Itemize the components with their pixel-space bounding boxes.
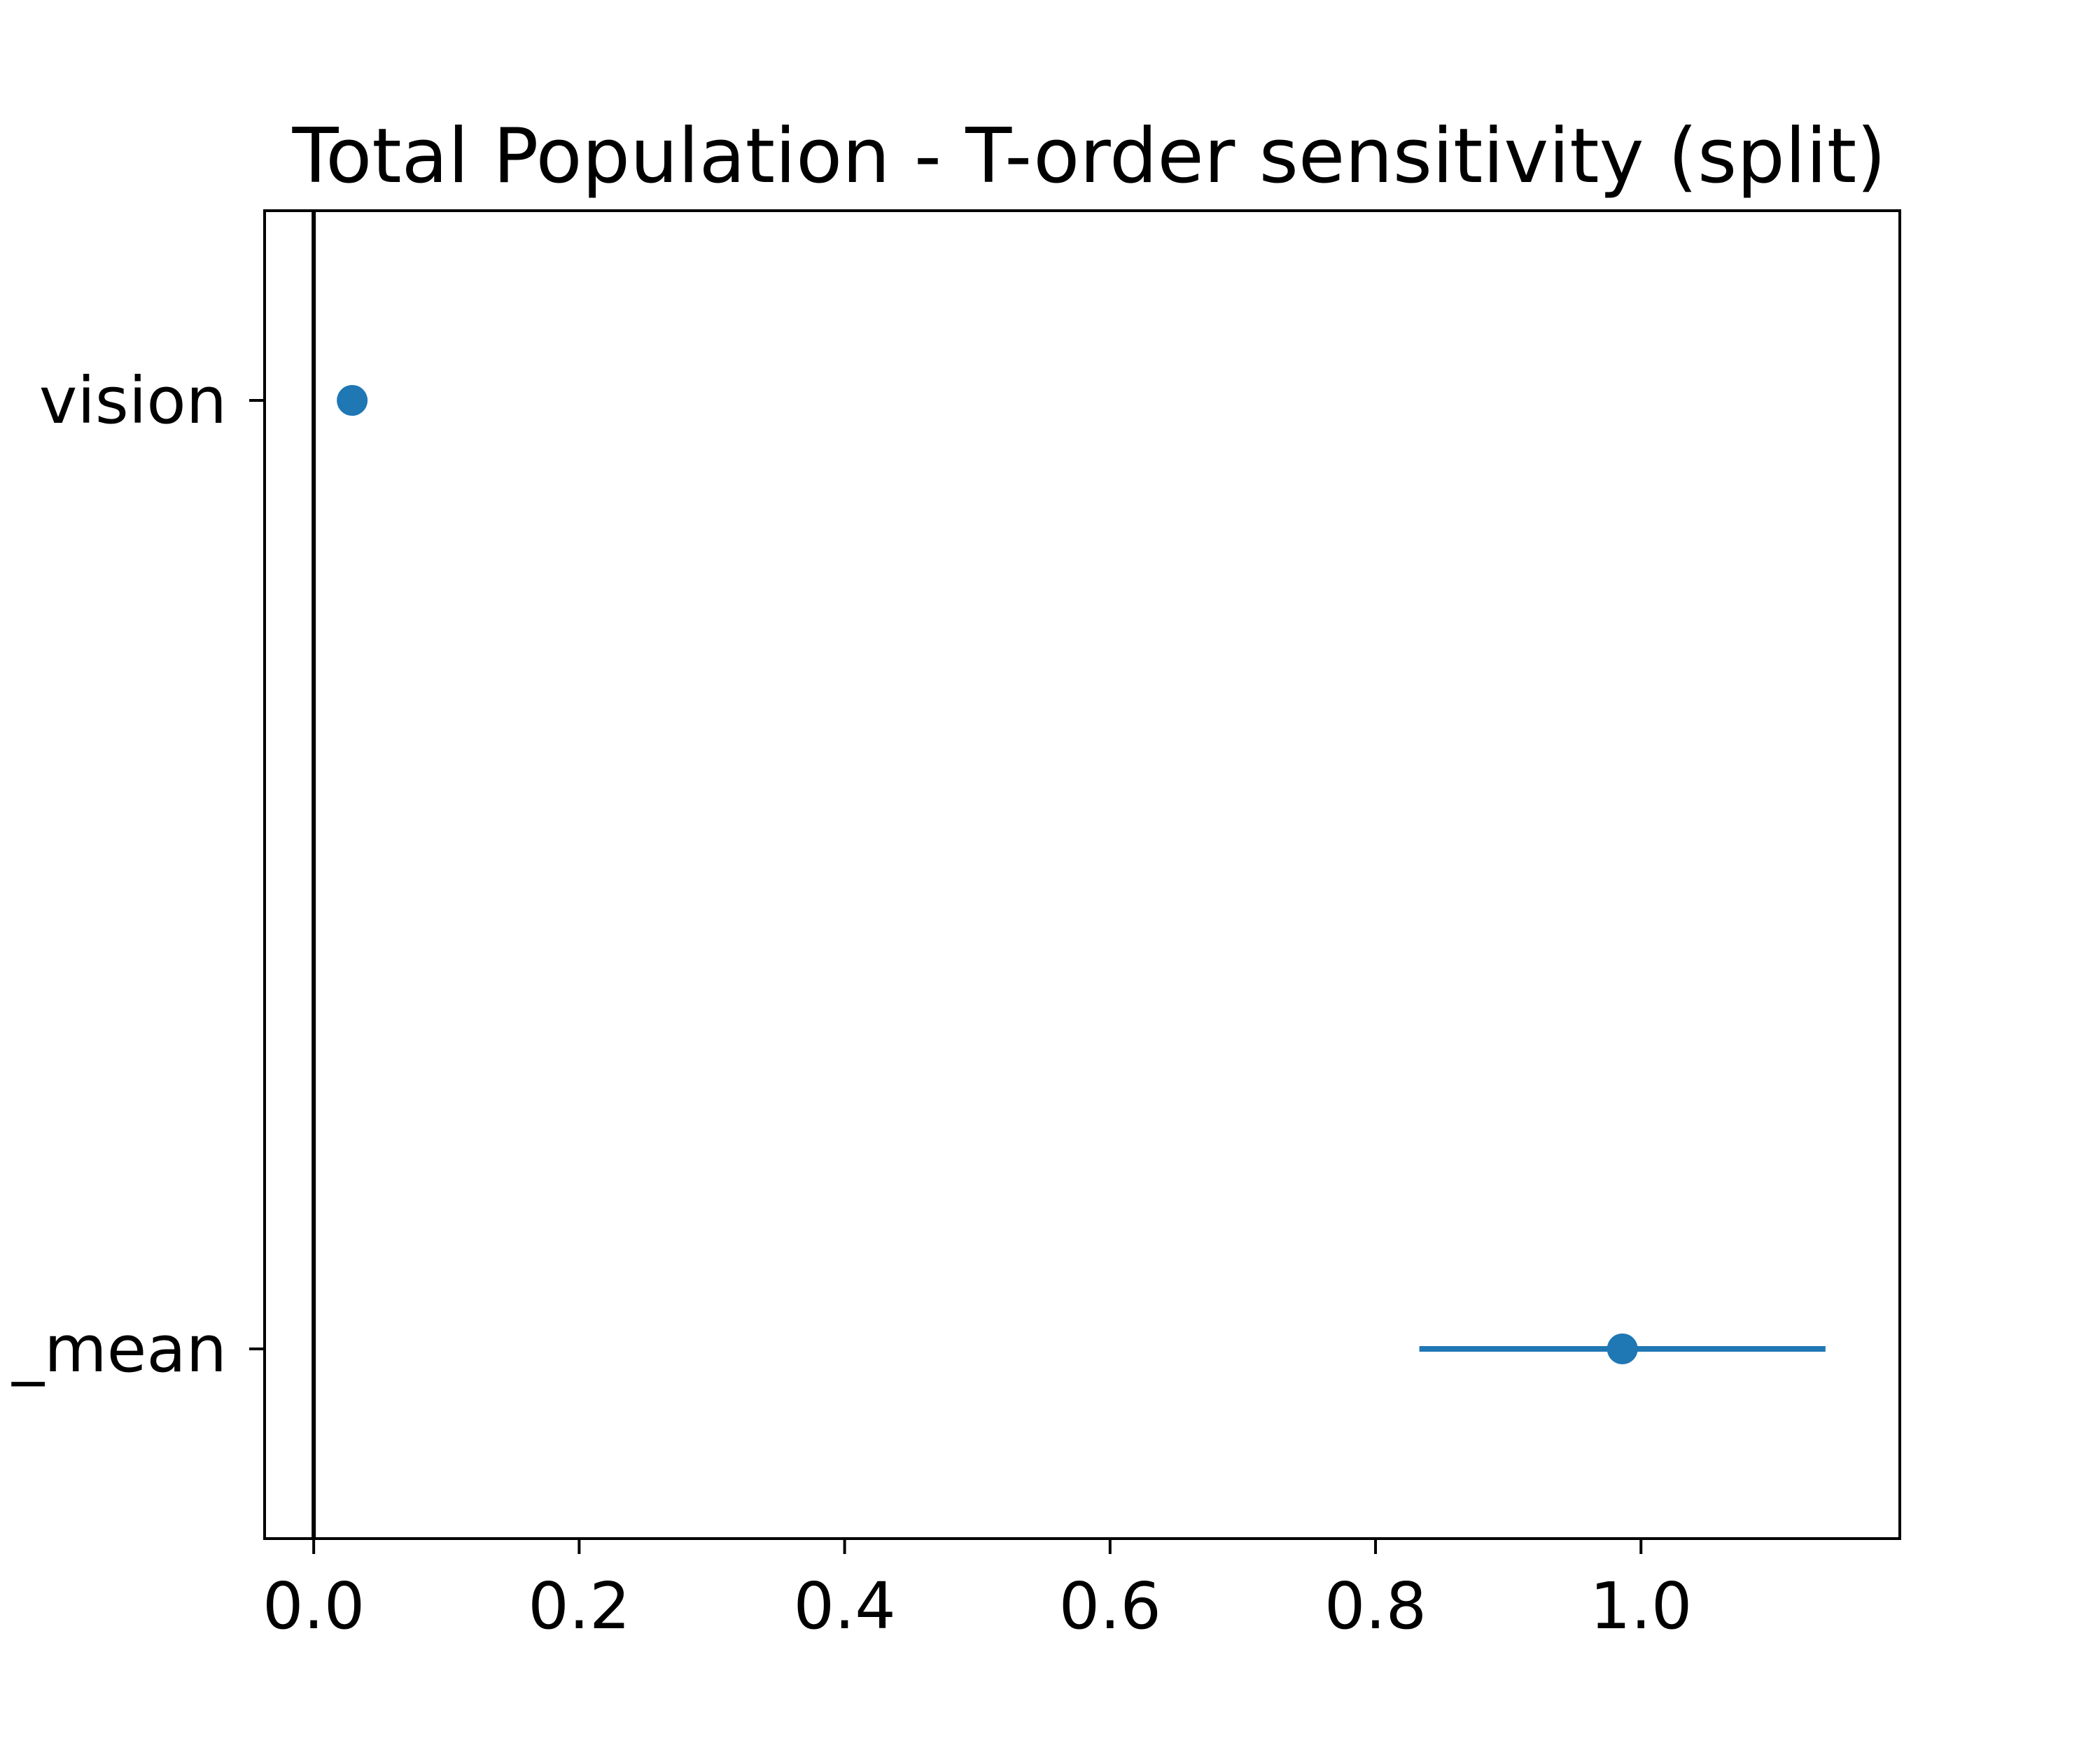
y-tick-label: _mean bbox=[11, 1312, 227, 1387]
plot-area: 0.0 0.2 0.4 0.6 0.8 1.0 vision _mean bbox=[11, 209, 1901, 1644]
x-tick-label: 0.2 bbox=[528, 1569, 630, 1644]
chart-title: Total Population - T-order sensitivity (… bbox=[292, 113, 1886, 200]
x-tick-label: 0.4 bbox=[793, 1569, 895, 1644]
data-point bbox=[337, 385, 368, 416]
x-tick-label: 1.0 bbox=[1590, 1569, 1692, 1644]
axes-frame bbox=[263, 209, 1901, 1540]
x-tick-label: 0.8 bbox=[1324, 1569, 1427, 1644]
y-tick-label: vision bbox=[39, 363, 227, 438]
x-tick-label: 0.6 bbox=[1059, 1569, 1161, 1644]
x-tick-label: 0.0 bbox=[262, 1569, 365, 1644]
data-point bbox=[1606, 1334, 1638, 1364]
